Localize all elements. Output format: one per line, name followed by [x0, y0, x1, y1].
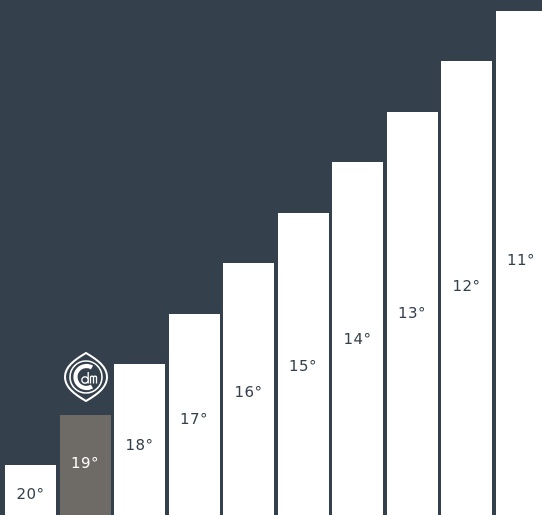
step-label: 11° [506, 250, 536, 269]
step-label: 13° [397, 303, 427, 322]
step-label: 19° [70, 453, 100, 472]
step-label: 18° [125, 436, 154, 454]
step-18: 18° [114, 364, 165, 515]
step-13: 13° [386, 111, 438, 515]
step-15: 15° [277, 212, 329, 515]
step-label: 12° [452, 277, 481, 295]
step-label: 15° [288, 356, 318, 375]
step-label: 14° [343, 330, 372, 348]
step-label: 17° [179, 409, 209, 428]
step-16: 16° [223, 263, 274, 515]
step-11: 11° [495, 10, 542, 515]
step-17: 17° [168, 313, 220, 515]
step-14: 14° [332, 162, 383, 515]
step-label: 20° [16, 485, 45, 503]
cdm-monogram-icon [63, 352, 109, 402]
step-20: 20° [5, 465, 56, 515]
step-12: 12° [441, 61, 492, 515]
step-19-highlighted: 19° [59, 414, 111, 515]
step-label: 16° [234, 383, 263, 401]
